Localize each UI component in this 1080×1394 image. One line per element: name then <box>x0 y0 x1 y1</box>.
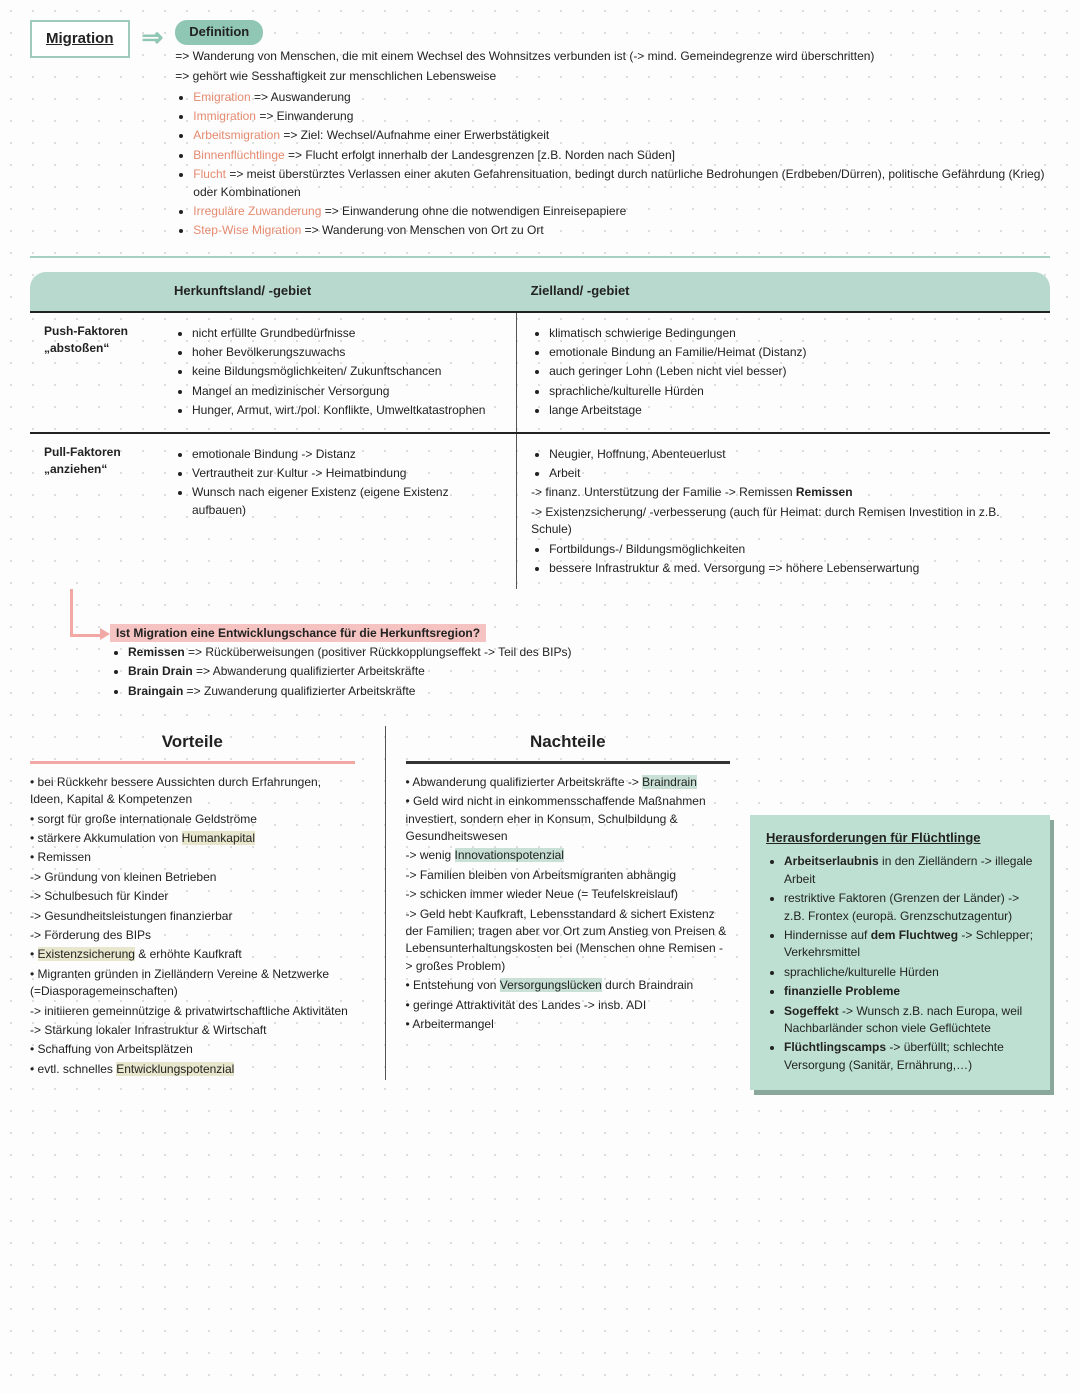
list-item: Immigration => Einwanderung <box>193 108 1050 125</box>
nachteile-list: • Abwanderung qualifizierter Arbeitskräf… <box>406 774 731 1033</box>
pros-cons: Vorteile • bei Rückkehr bessere Aussicht… <box>30 726 730 1080</box>
text-line: -> Förderung des BIPs <box>30 927 355 944</box>
arrow-icon: ⇒ <box>142 24 164 50</box>
text-line: -> wenig Innovationspotenzial <box>406 847 731 864</box>
list-item: restriktive Faktoren (Grenzen der Länder… <box>784 890 1034 925</box>
text-line: • Abwanderung qualifizierter Arbeitskräf… <box>406 774 731 791</box>
text-line: -> Gründung von kleinen Betrieben <box>30 869 355 886</box>
text-line: • Remissen <box>30 849 355 866</box>
term-list: Emigration => Auswanderung Immigration =… <box>193 89 1050 240</box>
text-line: • Arbeitermangel <box>406 1016 731 1033</box>
list-item: klimatisch schwierige Bedingungen <box>549 325 1036 342</box>
text-line: • evtl. schnelles Entwicklungspotenzial <box>30 1061 355 1078</box>
list-item: auch geringer Lohn (Leben nicht viel bes… <box>549 363 1036 380</box>
list-item: Arbeitserlaubnis in den Zielländern -> i… <box>784 853 1034 888</box>
list-item: Arbeit <box>549 465 1036 482</box>
list-item: Hindernisse auf dem Fluchtweg -> Schlepp… <box>784 927 1034 962</box>
text-line: • bei Rückkehr bessere Aussichten durch … <box>30 774 355 809</box>
list-item: Wunsch nach eigener Existenz (eigene Exi… <box>192 484 502 519</box>
list-item: Fortbildungs-/ Bildungsmöglichkeiten <box>549 541 1036 558</box>
text-line: • Geld wird nicht in einkommensschaffend… <box>406 793 731 845</box>
list-item: Flüchtlingscamps -> überfüllt; schlechte… <box>784 1039 1034 1074</box>
list-item: Step-Wise Migration => Wanderung von Men… <box>193 222 1050 239</box>
def-line: => gehört wie Sesshaftigkeit zur menschl… <box>175 68 1050 85</box>
vorteile-list: • bei Rückkehr bessere Aussichten durch … <box>30 774 355 1078</box>
text-line: -> initiieren gemeinnützige & privatwirt… <box>30 1003 355 1020</box>
text-line: • Existenzsicherung & erhöhte Kaufkraft <box>30 946 355 963</box>
list-item: Binnenflüchtlinge => Flucht erfolgt inne… <box>193 147 1050 164</box>
list-item: Neugier, Hoffnung, Abenteuerlust <box>549 446 1036 463</box>
list-item: Mangel an medizinischer Versorgung <box>192 383 502 400</box>
col-header: Zielland/ -gebiet <box>517 272 1050 312</box>
list-item: emotionale Bindung an Familie/Heimat (Di… <box>549 344 1036 361</box>
def-line: => Wanderung von Menschen, die mit einem… <box>175 48 1050 65</box>
list-item: Flucht => meist überstürztes Verlassen e… <box>193 166 1050 201</box>
text-line: -> Stärkung lokaler Infrastruktur & Wirt… <box>30 1022 355 1039</box>
table-cell: Neugier, Hoffnung, Abenteuerlust Arbeit … <box>517 433 1050 590</box>
list-item: hoher Bevölkerungszuwachs <box>192 344 502 361</box>
row-label: Push-Faktoren „abstoßen“ <box>30 312 160 433</box>
definition-block: Definition => Wanderung von Menschen, di… <box>175 20 1050 242</box>
challenges-box: Herausforderungen für Flüchtlinge Arbeit… <box>750 815 1050 1091</box>
vorteile-title: Vorteile <box>30 730 355 764</box>
text-line: -> Schulbesuch für Kinder <box>30 888 355 905</box>
divider <box>30 256 1050 258</box>
list-item: Vertrautheit zur Kultur -> Heimatbindung <box>192 465 502 482</box>
table-cell: nicht erfüllte Grundbedürfnisse hoher Be… <box>160 312 517 433</box>
text-line: • geringe Attraktivität des Landes -> in… <box>406 997 731 1014</box>
list-item: keine Bildungsmöglichkeiten/ Zukunftscha… <box>192 363 502 380</box>
text-line: -> Geld hebt Kaufkraft, Lebensstandard &… <box>406 906 731 976</box>
definition-label: Definition <box>175 20 263 45</box>
list-item: Arbeitsmigration => Ziel: Wechsel/Aufnah… <box>193 127 1050 144</box>
list-item: Sogeffekt -> Wunsch z.B. nach Europa, we… <box>784 1003 1034 1038</box>
col-header: Herkunftsland/ -gebiet <box>160 272 517 312</box>
question-block: Ist Migration eine Entwicklungschance fü… <box>110 625 1050 701</box>
list-item: Emigration => Auswanderung <box>193 89 1050 106</box>
row-label: Pull-Faktoren „anziehen“ <box>30 433 160 590</box>
callout-arrow-icon <box>70 589 100 637</box>
table-row: Pull-Faktoren „anziehen“ emotionale Bind… <box>30 433 1050 590</box>
nachteile-title: Nachteile <box>406 730 731 764</box>
list-item: Hunger, Armut, wirt./pol. Konflikte, Umw… <box>192 402 502 419</box>
list-item: sprachliche/kulturelle Hürden <box>784 964 1034 981</box>
col-header <box>30 272 160 312</box>
challenges-title: Herausforderungen für Flüchtlinge <box>766 829 1034 848</box>
list-item: nicht erfüllte Grundbedürfnisse <box>192 325 502 342</box>
text-line: • sorgt für große internationale Geldstr… <box>30 811 355 828</box>
question-title: Ist Migration eine Entwicklungschance fü… <box>110 624 486 642</box>
list-item: bessere Infrastruktur & med. Versorgung … <box>549 560 1036 577</box>
vorteile-col: Vorteile • bei Rückkehr bessere Aussicht… <box>30 726 355 1080</box>
text-line: • Entstehung von Versorgungslücken durch… <box>406 977 731 994</box>
text-line: • stärkere Akkumulation von Humankapital <box>30 830 355 847</box>
page-title: Migration <box>30 20 130 58</box>
list-item: Remissen => Rücküberweisungen (positiver… <box>128 644 1050 661</box>
text-line: -> Gesundheitsleistungen finanzierbar <box>30 908 355 925</box>
list-item: sprachliche/kulturelle Hürden <box>549 383 1036 400</box>
list-item: Irreguläre Zuwanderung => Einwanderung o… <box>193 203 1050 220</box>
nachteile-col: Nachteile • Abwanderung qualifizierter A… <box>385 726 731 1080</box>
list-item: emotionale Bindung -> Distanz <box>192 446 502 463</box>
factors-table: Herkunftsland/ -gebiet Zielland/ -gebiet… <box>30 272 1050 590</box>
list-item: Brain Drain => Abwanderung qualifizierte… <box>128 663 1050 680</box>
table-cell: klimatisch schwierige Bedingungen emotio… <box>517 312 1050 433</box>
text-line: -> schicken immer wieder Neue (= Teufels… <box>406 886 731 903</box>
text-line: -> finanz. Unterstützung der Familie -> … <box>531 484 1036 501</box>
header-row: Migration ⇒ Definition => Wanderung von … <box>30 20 1050 242</box>
challenges-list: Arbeitserlaubnis in den Zielländern -> i… <box>784 853 1034 1074</box>
text-line: • Migranten gründen in Zielländern Verei… <box>30 966 355 1001</box>
text-line: -> Familien bleiben von Arbeitsmigranten… <box>406 867 731 884</box>
text-line: • Schaffung von Arbeitsplätzen <box>30 1041 355 1058</box>
list-item: Braingain => Zuwanderung qualifizierter … <box>128 683 1050 700</box>
table-row: Push-Faktoren „abstoßen“ nicht erfüllte … <box>30 312 1050 433</box>
text-line: -> Existenzsicherung/ -verbesserung (auc… <box>531 504 1036 539</box>
list-item: finanzielle Probleme <box>784 983 1034 1000</box>
table-cell: emotionale Bindung -> Distanz Vertrauthe… <box>160 433 517 590</box>
list-item: lange Arbeitstage <box>549 402 1036 419</box>
